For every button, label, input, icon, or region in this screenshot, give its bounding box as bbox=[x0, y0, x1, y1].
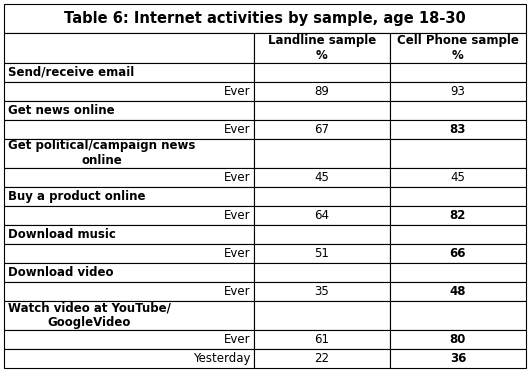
Text: Ever: Ever bbox=[224, 122, 251, 135]
Text: Ever: Ever bbox=[224, 333, 251, 346]
Bar bbox=[390, 168, 526, 187]
Text: 22: 22 bbox=[314, 352, 329, 365]
Bar bbox=[4, 244, 253, 263]
Bar bbox=[4, 263, 253, 282]
Bar bbox=[4, 330, 253, 349]
Text: Ever: Ever bbox=[224, 285, 251, 298]
Text: 67: 67 bbox=[314, 122, 329, 135]
Bar bbox=[4, 100, 253, 119]
Text: 82: 82 bbox=[449, 209, 466, 222]
Text: Download music: Download music bbox=[8, 228, 116, 241]
Bar bbox=[4, 282, 253, 301]
Bar bbox=[253, 81, 390, 100]
Bar bbox=[4, 81, 253, 100]
Bar bbox=[390, 206, 526, 225]
Text: 35: 35 bbox=[314, 285, 329, 298]
Text: Ever: Ever bbox=[224, 209, 251, 222]
Bar bbox=[253, 100, 390, 119]
Bar bbox=[390, 349, 526, 368]
Bar bbox=[390, 225, 526, 244]
Bar bbox=[253, 263, 390, 282]
Text: Buy a product online: Buy a product online bbox=[8, 190, 146, 203]
Text: 45: 45 bbox=[450, 171, 465, 184]
Text: 66: 66 bbox=[449, 247, 466, 260]
Bar bbox=[253, 62, 390, 81]
Bar bbox=[4, 62, 253, 81]
Bar bbox=[4, 33, 253, 62]
Text: Get political/campaign news
online: Get political/campaign news online bbox=[8, 139, 196, 167]
Text: 89: 89 bbox=[314, 84, 329, 97]
Text: Watch video at YouTube/
GoogleVideo: Watch video at YouTube/ GoogleVideo bbox=[8, 301, 171, 329]
Bar bbox=[253, 301, 390, 330]
Bar bbox=[253, 138, 390, 168]
Text: 83: 83 bbox=[449, 122, 466, 135]
Bar bbox=[253, 119, 390, 138]
Text: 93: 93 bbox=[450, 84, 465, 97]
Bar bbox=[4, 138, 253, 168]
Bar bbox=[390, 138, 526, 168]
Bar bbox=[4, 301, 253, 330]
Text: Ever: Ever bbox=[224, 247, 251, 260]
Bar bbox=[4, 187, 253, 206]
Bar bbox=[4, 206, 253, 225]
Bar bbox=[4, 349, 253, 368]
Bar bbox=[253, 225, 390, 244]
Bar bbox=[253, 206, 390, 225]
Bar bbox=[253, 33, 390, 62]
Bar bbox=[253, 168, 390, 187]
Bar bbox=[253, 187, 390, 206]
Text: Download video: Download video bbox=[8, 266, 113, 279]
Bar bbox=[390, 282, 526, 301]
Bar bbox=[390, 100, 526, 119]
Text: Get news online: Get news online bbox=[8, 103, 114, 116]
Text: 80: 80 bbox=[449, 333, 466, 346]
Bar bbox=[253, 330, 390, 349]
Bar bbox=[4, 225, 253, 244]
Bar bbox=[390, 263, 526, 282]
Bar bbox=[390, 301, 526, 330]
Text: Ever: Ever bbox=[224, 84, 251, 97]
Bar bbox=[390, 330, 526, 349]
Bar bbox=[390, 33, 526, 62]
Text: 48: 48 bbox=[449, 285, 466, 298]
Bar bbox=[253, 349, 390, 368]
Bar bbox=[390, 62, 526, 81]
Bar bbox=[4, 119, 253, 138]
Bar bbox=[390, 119, 526, 138]
Bar bbox=[253, 282, 390, 301]
Text: 45: 45 bbox=[314, 171, 329, 184]
Text: Yesterday: Yesterday bbox=[193, 352, 251, 365]
Text: Cell Phone sample
%: Cell Phone sample % bbox=[397, 34, 519, 62]
Text: 64: 64 bbox=[314, 209, 329, 222]
Bar bbox=[4, 168, 253, 187]
Bar bbox=[390, 187, 526, 206]
Bar bbox=[253, 244, 390, 263]
Text: Ever: Ever bbox=[224, 171, 251, 184]
Bar bbox=[390, 244, 526, 263]
Text: 36: 36 bbox=[449, 352, 466, 365]
Text: 51: 51 bbox=[314, 247, 329, 260]
Text: Send/receive email: Send/receive email bbox=[8, 65, 134, 78]
Text: Table 6: Internet activities by sample, age 18-30: Table 6: Internet activities by sample, … bbox=[64, 11, 466, 26]
Bar bbox=[4, 4, 526, 33]
Text: 61: 61 bbox=[314, 333, 329, 346]
Bar bbox=[390, 81, 526, 100]
Text: Landline sample
%: Landline sample % bbox=[268, 34, 376, 62]
